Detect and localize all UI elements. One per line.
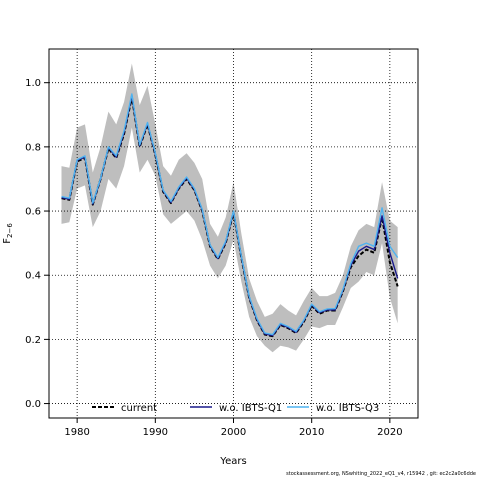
y-tick-label: 0.2 (25, 335, 41, 346)
confidence-band-layer (61, 63, 398, 353)
footer-caption: stockassessment.org, NSwhiting_2022_eQ1_… (286, 471, 476, 477)
y-axis-label: F2−6 (2, 223, 14, 244)
y-axis: 0.0 0.2 0.4 0.6 0.8 1.0 (25, 78, 49, 410)
legend-item-1: w.o. IBTS-Q1 (190, 403, 282, 414)
y-tick-label: 0.6 (25, 207, 41, 218)
legend-item-2: w.o. IBTS-Q3 (287, 403, 379, 414)
y-tick-label: 0.0 (25, 399, 41, 410)
legend-item-0: current (92, 403, 157, 414)
x-axis: 1980 1990 2000 2010 2020 (64, 418, 403, 438)
x-tick-label: 1990 (143, 427, 168, 438)
y-axis-label-main: F (2, 238, 13, 244)
y-tick-label: 1.0 (25, 78, 41, 89)
series-line-2 (61, 93, 399, 336)
legend-label: w.o. IBTS-Q1 (219, 403, 282, 414)
y-tick-label: 0.4 (25, 271, 41, 282)
confidence-band (61, 63, 398, 353)
x-tick-label: 1980 (64, 427, 89, 438)
legend: current w.o. IBTS-Q1 w.o. IBTS-Q3 (92, 403, 379, 414)
x-tick-label: 2020 (377, 427, 402, 438)
x-axis-label: Years (219, 456, 246, 467)
legend-label: w.o. IBTS-Q3 (316, 403, 379, 414)
x-tick-label: 2000 (221, 427, 246, 438)
y-axis-label-subscript: 2−6 (6, 223, 14, 238)
x-tick-label: 2010 (299, 427, 324, 438)
y-tick-label: 0.8 (25, 142, 41, 153)
legend-label: current (121, 403, 157, 414)
series-layer (61, 93, 399, 338)
